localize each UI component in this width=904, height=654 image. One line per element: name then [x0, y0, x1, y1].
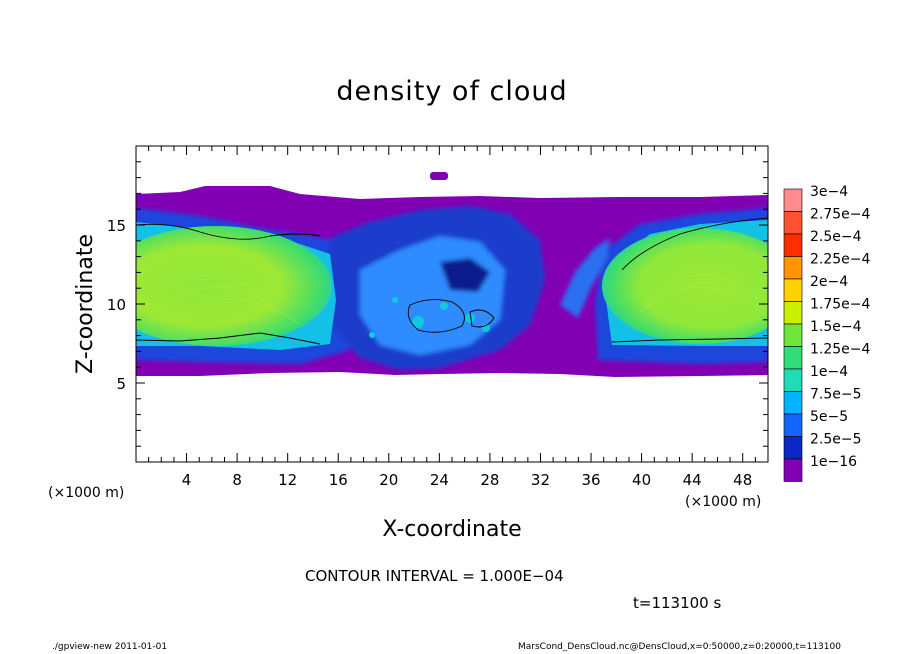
contour-right-upper	[621, 217, 768, 271]
colorbar-label: 1e−16	[810, 454, 857, 470]
colorbar-label: 2.5e−4	[810, 229, 862, 245]
colorbar-label: 1e−4	[810, 364, 848, 380]
colorbar-label: 1.5e−4	[810, 319, 862, 335]
colorbar-swatch	[783, 346, 803, 370]
x-tick-label: 8	[232, 471, 242, 489]
x-tick-label: 12	[278, 471, 297, 489]
shear-streak-right	[560, 238, 610, 318]
contour-left-upper	[136, 223, 321, 240]
contour-right-lower	[611, 337, 768, 343]
y-tick-label: 5	[116, 375, 126, 393]
colorbar-label: 2e−4	[810, 274, 848, 290]
colorbar-swatch	[783, 368, 803, 392]
x-tick-labels: 4 8 12 16 20 24 28 32 36 40 44 48	[182, 471, 752, 489]
y-tick-label: 15	[107, 217, 126, 235]
colorbar-label: 2.75e−4	[810, 207, 871, 223]
contour-lines	[136, 217, 768, 345]
colorbar-label: 3e−4	[810, 184, 848, 200]
colorbar-swatch	[783, 211, 803, 235]
cloud-blob	[430, 172, 448, 180]
x-tick-label: 24	[430, 471, 449, 489]
x-tick-label: 36	[581, 471, 600, 489]
colorbar-label: 2.25e−4	[810, 252, 871, 268]
contour-core	[407, 299, 465, 333]
time-label: t=113100 s	[633, 594, 722, 612]
x-tick-label: 48	[733, 471, 752, 489]
y-axis-unit: (×1000 m)	[685, 494, 761, 510]
colorbar-swatch	[783, 233, 803, 257]
axis-ticks	[136, 146, 768, 462]
x-tick-label: 44	[683, 471, 702, 489]
colorbar-swatch	[783, 188, 803, 212]
colorbar-label: 2.5e−5	[810, 432, 862, 448]
x-tick-label: 40	[632, 471, 651, 489]
colorbar-swatch	[783, 301, 803, 325]
colorbar-swatch	[783, 436, 803, 460]
colorbar-label: 7.5e−5	[810, 387, 862, 403]
colorbar-swatch	[783, 413, 803, 437]
x-tick-label: 28	[480, 471, 499, 489]
green-lobe-left	[136, 226, 332, 346]
colorbar: 3e−4 2.75e−4 2.5e−4 2.25e−4 2e−4 1.75e−4 1.5e−…	[783, 184, 871, 482]
footer-right: MarsCond_DensCloud.nc@DensCloud,x=0:5000…	[518, 642, 841, 652]
x-tick-label: 4	[182, 471, 192, 489]
colorbar-swatch	[783, 256, 803, 280]
x-tick-label: 20	[379, 471, 398, 489]
y-tick-label: 10	[107, 296, 126, 314]
colorbar-swatch	[783, 278, 803, 302]
footer-left: ./gpview-new 2011-01-01	[52, 642, 168, 652]
colorbar-swatch	[783, 391, 803, 415]
contour-interval-note: CONTOUR INTERVAL = 1.000E−04	[305, 567, 564, 585]
heatmap-field	[136, 172, 768, 377]
speckles	[369, 297, 490, 338]
colorbar-label: 5e−5	[810, 409, 848, 425]
green-lobe-right	[602, 228, 768, 344]
striations	[149, 274, 763, 325]
contour-left-lower	[136, 332, 321, 345]
colorbar-label: 1.75e−4	[810, 297, 871, 313]
x-tick-label: 16	[329, 471, 348, 489]
y-tick-labels: 5 10 15	[107, 217, 126, 393]
colorbar-label: 1.25e−4	[810, 342, 871, 358]
turbulent-dark-patch	[440, 258, 490, 292]
x-axis-label: X-coordinate	[382, 517, 521, 542]
contour-core-small	[469, 309, 495, 328]
colorbar-swatch	[783, 458, 803, 482]
chart-title: density of cloud	[336, 76, 568, 107]
y-axis-label: Z-coordinate	[73, 234, 98, 374]
x-axis-unit: (×1000 m)	[48, 485, 124, 501]
x-tick-label: 32	[531, 471, 550, 489]
colorbar-swatch	[783, 323, 803, 347]
